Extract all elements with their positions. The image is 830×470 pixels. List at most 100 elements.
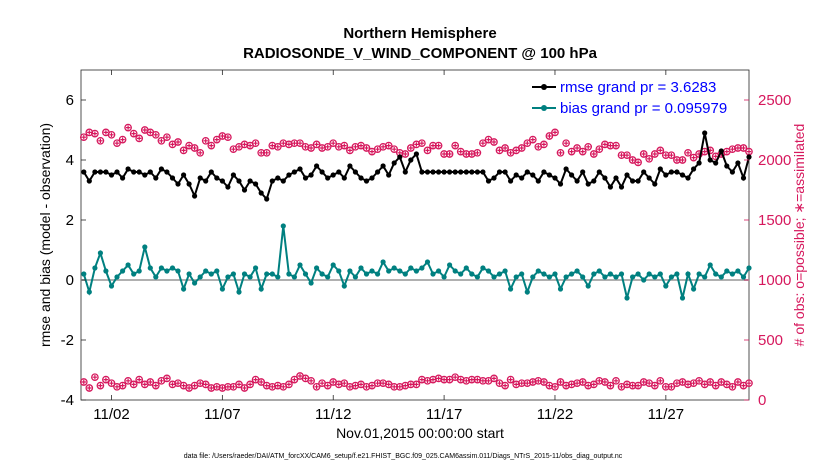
rmse-point [585, 181, 591, 187]
obs_possible_lower-assimilated-point [536, 378, 541, 383]
rmse-point [463, 169, 469, 175]
obs_possible_upper-point [312, 140, 321, 149]
obs_possible_lower-assimilated-point [336, 382, 341, 387]
obs_possible_upper-point [673, 156, 681, 164]
obs_possible_upper-assimilated-point [569, 149, 574, 154]
bias-point [341, 283, 347, 289]
obs_possible_lower-point [695, 376, 703, 385]
bias-point [480, 265, 486, 271]
obs_possible_lower-assimilated-point [425, 378, 430, 383]
bias-point [630, 274, 636, 280]
obs_possible_upper-assimilated-point [281, 141, 286, 146]
obs_possible_upper-point [479, 139, 487, 148]
bias-point [136, 268, 142, 274]
bias-point [319, 271, 325, 277]
obs_possible_upper-point [656, 146, 665, 155]
obs_possible_lower-assimilated-point [641, 379, 646, 385]
obs_possible_upper-assimilated-point [159, 138, 164, 143]
obs_possible_lower-assimilated-point [247, 382, 253, 387]
obs_possible_lower-point [462, 376, 471, 385]
obs_possible_lower-assimilated-point [563, 383, 569, 388]
obs_possible_upper-assimilated-point [397, 150, 402, 155]
rmse-point [363, 178, 370, 184]
rmse-point [596, 169, 602, 175]
obs_possible_upper-assimilated-point [641, 151, 646, 157]
bias-point [668, 274, 675, 280]
rmse-point [81, 169, 87, 175]
bias-point [236, 289, 242, 295]
obs_possible_upper-assimilated-point [270, 143, 275, 148]
obs_possible_upper-assimilated-point [602, 142, 608, 147]
bias-point [230, 271, 236, 277]
obs_possible_upper-assimilated-point [669, 153, 674, 158]
obs_possible_lower-assimilated-point [236, 382, 242, 387]
rmse-point [147, 169, 153, 175]
obs_possible_lower-point [473, 375, 482, 384]
obs_possible_upper-assimilated-point [181, 148, 186, 153]
obs_possible_upper-point [545, 132, 554, 140]
bias-point [569, 271, 575, 277]
obs_possible_upper-assimilated-point [586, 144, 591, 149]
obs_possible_upper-point [423, 146, 432, 155]
obs_possible_upper-assimilated-point [658, 148, 663, 153]
bias-point [541, 271, 547, 277]
obs_possible_lower-point [562, 381, 570, 390]
obs_possible_lower-point [612, 376, 620, 385]
rmse-point [430, 169, 436, 175]
rmse-point [657, 166, 663, 172]
obs_possible_lower-point [390, 382, 399, 391]
rmse-point [674, 169, 680, 175]
bias-point [591, 271, 597, 277]
obs_possible_lower-point [373, 379, 382, 388]
rmse-point [258, 190, 264, 196]
obs_possible_lower-point [667, 382, 676, 391]
bias-point [147, 265, 153, 271]
y-right-tick-label: 500 [758, 332, 783, 349]
rmse-point [275, 175, 281, 181]
obs_possible_upper-point [257, 148, 266, 157]
bias-point [358, 265, 364, 271]
obs_possible_upper-assimilated-point [264, 150, 269, 155]
obs_possible_upper-point [689, 153, 698, 162]
obs_possible_lower-point [268, 382, 277, 391]
bias-point [707, 262, 713, 268]
obs_possible_lower-point [467, 375, 476, 384]
obs_possible_upper-point [601, 140, 609, 149]
obs_possible_lower-point [578, 378, 587, 386]
rmse-point [724, 163, 730, 169]
rmse-point [169, 175, 176, 181]
rmse-point [352, 169, 358, 175]
obs_possible_lower-point [207, 384, 216, 392]
obs_possible_lower-assimilated-point [453, 375, 458, 380]
obs_possible_upper-assimilated-point [514, 148, 519, 153]
obs_possible_upper-point [118, 135, 127, 144]
rmse-point [452, 169, 458, 175]
obs_possible_upper-point [218, 132, 227, 140]
obs_possible_lower-assimilated-point [613, 378, 619, 383]
obs_possible_lower-point [307, 376, 315, 385]
obs_possible_upper-assimilated-point [319, 145, 325, 151]
obs_possible_lower-assimilated-point [552, 384, 558, 389]
obs_possible_lower-assimilated-point [125, 378, 131, 383]
obs_possible_lower-assimilated-point [558, 379, 563, 385]
obs_possible_lower-point [334, 380, 343, 389]
rmse-point [208, 169, 214, 175]
rmse-point [375, 169, 381, 175]
obs_possible_upper-assimilated-point [491, 139, 497, 145]
bias-point [208, 271, 214, 277]
obs_possible_upper-point [418, 139, 426, 148]
obs_possible_lower-assimilated-point [159, 378, 164, 383]
bias-point [746, 265, 752, 271]
bias-point [580, 274, 586, 280]
obs_possible_upper-point [440, 150, 448, 158]
rmse-point [702, 130, 708, 136]
obs_possible_lower-point [273, 381, 282, 390]
rmse-point [713, 160, 719, 166]
obs_possible_lower-assimilated-point [696, 378, 702, 383]
rmse-point [264, 196, 270, 202]
bias-point [325, 274, 331, 280]
obs_possible_upper-assimilated-point [103, 130, 109, 135]
obs_possible_lower-point [512, 380, 521, 389]
obs_possible_upper-assimilated-point [314, 142, 319, 147]
obs_possible_lower-assimilated-point [514, 382, 519, 387]
